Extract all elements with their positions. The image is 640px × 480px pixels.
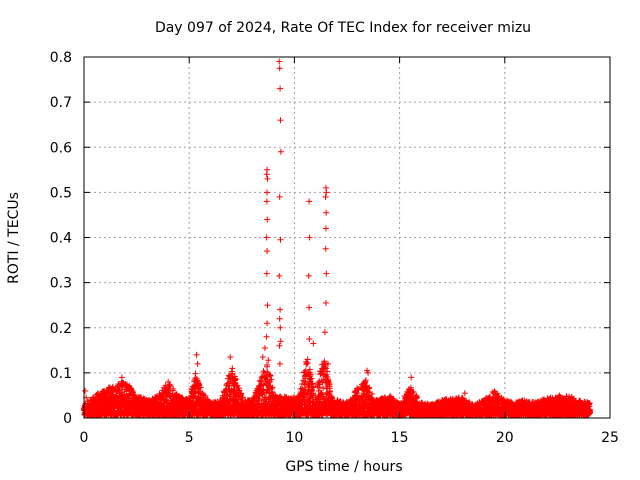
data-point (130, 389, 137, 396)
data-point (192, 370, 199, 377)
data-points (80, 58, 593, 419)
data-point (89, 394, 96, 401)
grid (84, 57, 610, 418)
chart-title: Day 097 of 2024, Rate Of TEC Index for r… (155, 20, 531, 36)
data-point (265, 357, 272, 364)
